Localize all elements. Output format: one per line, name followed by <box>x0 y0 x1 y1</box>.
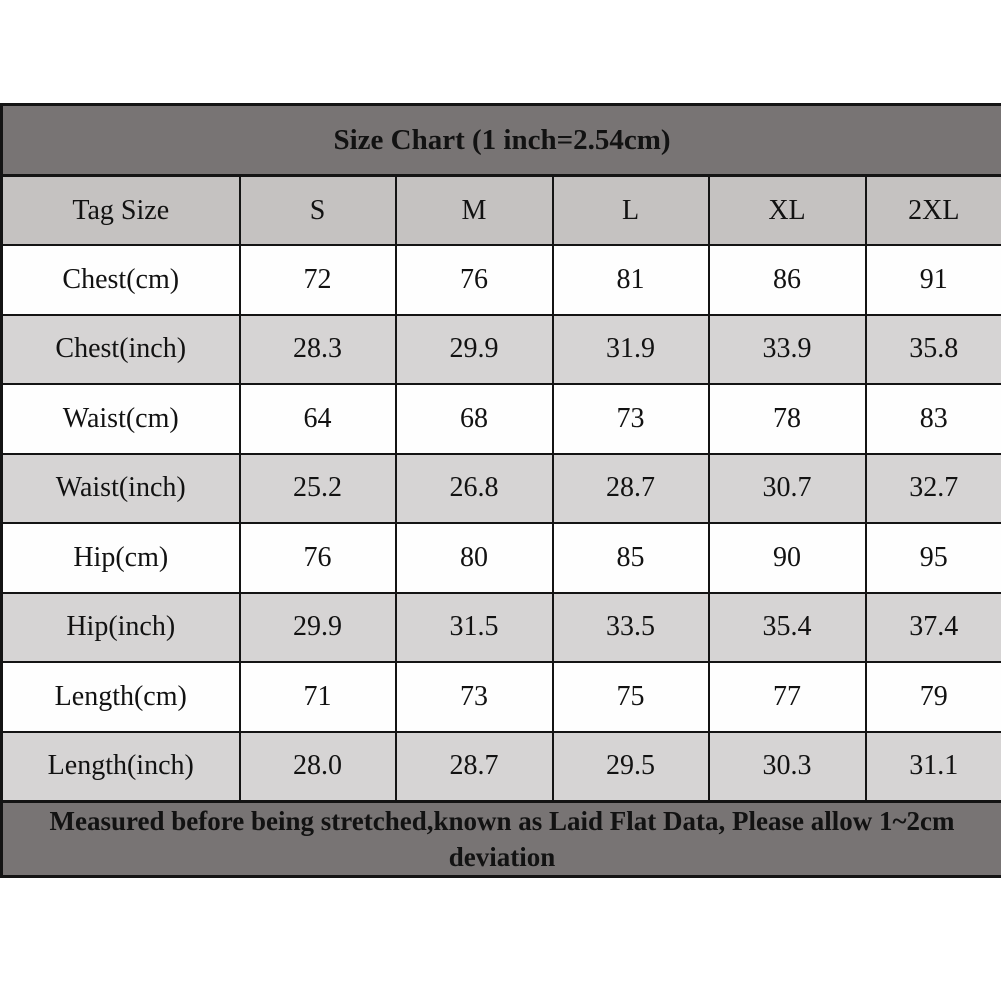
data-cell: 32.7 <box>864 452 1001 524</box>
data-cell: 79 <box>864 661 1001 733</box>
data-cell: 28.0 <box>238 730 397 803</box>
size-chart-table: Size Chart (1 inch=2.54cm) Tag Size S M L XL… <box>0 103 1001 878</box>
data-cell: 28.3 <box>238 313 397 385</box>
data-cell: 78 <box>707 383 867 455</box>
data-cell: 76 <box>238 522 397 594</box>
data-cell: 33.9 <box>707 313 867 385</box>
footer-row: Measured before being stretched,known as… <box>0 800 1001 878</box>
data-cell: 29.5 <box>551 730 710 803</box>
row-label: Waist(cm) <box>0 383 241 455</box>
data-cell: 35.4 <box>707 591 867 663</box>
data-cell: 28.7 <box>551 452 710 524</box>
data-cell: 71 <box>238 661 397 733</box>
header-cell-xl: XL <box>707 174 867 246</box>
data-cell: 81 <box>551 244 710 316</box>
data-cell: 28.7 <box>394 730 554 803</box>
table-row: Waist(inch) 25.2 26.8 28.7 30.7 32.7 <box>0 452 1001 524</box>
data-cell: 26.8 <box>394 452 554 524</box>
data-cell: 91 <box>864 244 1001 316</box>
row-label: Length(inch) <box>0 730 241 803</box>
data-cell: 31.1 <box>864 730 1001 803</box>
header-cell-s: S <box>238 174 397 246</box>
data-cell: 86 <box>707 244 867 316</box>
data-cell: 29.9 <box>238 591 397 663</box>
header-cell-l: L <box>551 174 710 246</box>
data-cell: 83 <box>864 383 1001 455</box>
data-cell: 35.8 <box>864 313 1001 385</box>
data-cell: 80 <box>394 522 554 594</box>
data-cell: 90 <box>707 522 867 594</box>
data-cell: 64 <box>238 383 397 455</box>
row-label: Hip(inch) <box>0 591 241 663</box>
table-row: Hip(inch) 29.9 31.5 33.5 35.4 37.4 <box>0 591 1001 663</box>
data-cell: 75 <box>551 661 710 733</box>
header-cell-2xl: 2XL <box>864 174 1001 246</box>
data-cell: 76 <box>394 244 554 316</box>
header-cell-tag-size: Tag Size <box>0 174 241 246</box>
data-cell: 31.9 <box>551 313 710 385</box>
data-cell: 72 <box>238 244 397 316</box>
row-label: Hip(cm) <box>0 522 241 594</box>
data-cell: 73 <box>551 383 710 455</box>
data-cell: 85 <box>551 522 710 594</box>
table-row: Length(inch) 28.0 28.7 29.5 30.3 31.1 <box>0 730 1001 803</box>
chart-title: Size Chart (1 inch=2.54cm) <box>0 103 1001 177</box>
header-row: Tag Size S M L XL 2XL <box>0 174 1001 246</box>
row-label: Waist(inch) <box>0 452 241 524</box>
data-cell: 30.7 <box>707 452 867 524</box>
data-cell: 31.5 <box>394 591 554 663</box>
data-cell: 25.2 <box>238 452 397 524</box>
row-label: Chest(inch) <box>0 313 241 385</box>
row-label: Length(cm) <box>0 661 241 733</box>
table-row: Length(cm) 71 73 75 77 79 <box>0 661 1001 733</box>
table-body: Size Chart (1 inch=2.54cm) Tag Size S M L XL… <box>0 103 1001 878</box>
title-row: Size Chart (1 inch=2.54cm) <box>0 103 1001 177</box>
data-cell: 95 <box>864 522 1001 594</box>
data-cell: 68 <box>394 383 554 455</box>
data-cell: 30.3 <box>707 730 867 803</box>
row-label: Chest(cm) <box>0 244 241 316</box>
data-cell: 37.4 <box>864 591 1001 663</box>
data-cell: 33.5 <box>551 591 710 663</box>
table-row: Waist(cm) 64 68 73 78 83 <box>0 383 1001 455</box>
table-row: Hip(cm) 76 80 85 90 95 <box>0 522 1001 594</box>
data-cell: 73 <box>394 661 554 733</box>
table-row: Chest(cm) 72 76 81 86 91 <box>0 244 1001 316</box>
footer-note: Measured before being stretched,known as… <box>0 800 1001 878</box>
data-cell: 29.9 <box>394 313 554 385</box>
table-row: Chest(inch) 28.3 29.9 31.9 33.9 35.8 <box>0 313 1001 385</box>
data-cell: 77 <box>707 661 867 733</box>
header-cell-m: M <box>394 174 554 246</box>
